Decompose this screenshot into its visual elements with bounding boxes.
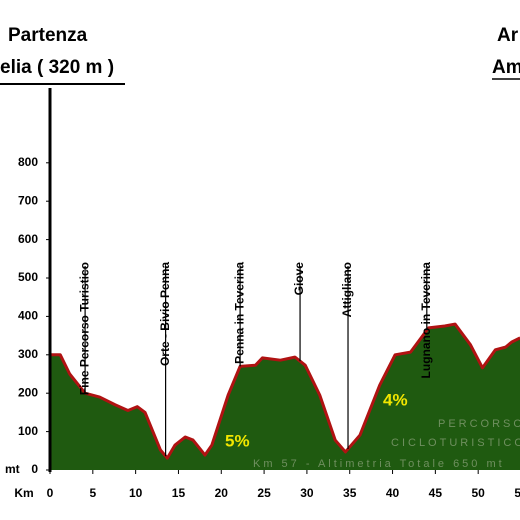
watermark: Km 57 - Altimetria Totale 650 mt — [253, 458, 505, 470]
y-tick-label: 700 — [18, 193, 38, 207]
header-left: Partenza — [8, 25, 88, 46]
y-tick-label: 200 — [18, 385, 38, 399]
watermark: CICLOTURISTICO — [391, 437, 520, 449]
place-label: Fine Percorso Turistico — [77, 262, 91, 395]
x-tick-label: 10 — [129, 486, 143, 500]
x-tick-label: 55 — [514, 486, 520, 500]
y-axis-label: mt — [5, 462, 20, 476]
x-axis-label: Km — [14, 486, 33, 500]
x-tick-label: 0 — [47, 486, 54, 500]
x-tick-label: 45 — [429, 486, 443, 500]
header-right: Am — [492, 57, 520, 78]
y-tick-label: 400 — [18, 309, 38, 323]
x-tick-label: 40 — [386, 486, 400, 500]
watermark: PERCORSO — [438, 418, 520, 430]
x-tick-label: 30 — [300, 486, 314, 500]
y-tick-label: 500 — [18, 270, 38, 284]
place-label: Attigliano — [340, 262, 354, 317]
header-right: Ar — [497, 25, 519, 46]
x-tick-label: 15 — [172, 486, 186, 500]
plot: 0 100 200 300 400 500 600 700 800 0 5 10 15 20 25 30 35 4… — [18, 155, 520, 500]
slope-label: 5% — [225, 431, 250, 450]
place-label: Penna in Teverina — [232, 262, 246, 364]
x-tick-label: 35 — [343, 486, 357, 500]
y-tick-label: 800 — [18, 155, 38, 169]
x-tick-label: 25 — [257, 486, 271, 500]
profile-line — [50, 322, 520, 460]
place-label: Orte - Bivio Penna — [158, 262, 172, 366]
y-tick-label: 0 — [31, 462, 38, 476]
y-tick-label: 100 — [18, 424, 38, 438]
x-tick-label: 20 — [215, 486, 229, 500]
x-tick-label: 50 — [472, 486, 486, 500]
x-tick-label: 5 — [89, 486, 96, 500]
y-tick-label: 600 — [18, 232, 38, 246]
y-tick-label: 300 — [18, 347, 38, 361]
place-label: Lugnano in Teverina — [419, 262, 433, 379]
area — [50, 324, 520, 470]
header-left: elia ( 320 m ) — [0, 57, 114, 78]
place-label: Giove — [292, 262, 306, 296]
slope-label: 4% — [383, 390, 408, 409]
